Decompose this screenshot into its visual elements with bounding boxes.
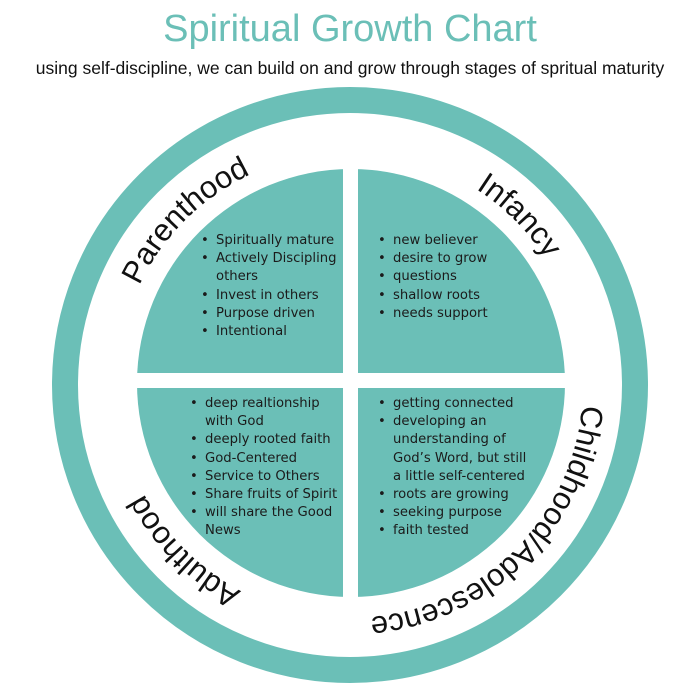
horizontal-divider — [130, 373, 580, 388]
list-item: needs support — [378, 305, 528, 323]
list-item: faith tested — [378, 522, 528, 540]
list-item: developing an understanding of God’s Wor… — [378, 413, 528, 486]
list-item: Share fruits of Spirit — [190, 486, 342, 504]
list-item: deeply rooted faith — [190, 431, 342, 449]
list-item: Spiritually mature — [201, 232, 341, 250]
adulthood-list: deep realtionship with God deeply rooted… — [190, 395, 342, 541]
list-item: deep realtionship with God — [190, 395, 342, 431]
list-item: Service to Others — [190, 468, 342, 486]
list-item: Invest in others — [201, 287, 341, 305]
list-item: getting connected — [378, 395, 528, 413]
parenthood-list: Spiritually mature Actively Discipling o… — [201, 232, 341, 341]
list-item: desire to grow — [378, 250, 528, 268]
page-title: Spiritual Growth Chart — [163, 8, 537, 50]
list-item: Actively Discipling others — [201, 250, 341, 286]
list-item: Purpose driven — [201, 305, 341, 323]
list-item: new believer — [378, 232, 528, 250]
list-item: questions — [378, 268, 528, 286]
infancy-list: new believer desire to grow questions sh… — [378, 232, 528, 323]
list-item: Intentional — [201, 323, 341, 341]
childhood-list: getting connected developing an understa… — [378, 395, 528, 541]
list-item: seeking purpose — [378, 504, 528, 522]
list-item: roots are growing — [378, 486, 528, 504]
list-item: will share the Good News — [190, 504, 342, 540]
subtitle: using self-discipline, we can build on a… — [35, 58, 665, 78]
list-item: God-Centered — [190, 450, 342, 468]
outer-ring — [52, 87, 648, 683]
list-item: shallow roots — [378, 287, 528, 305]
